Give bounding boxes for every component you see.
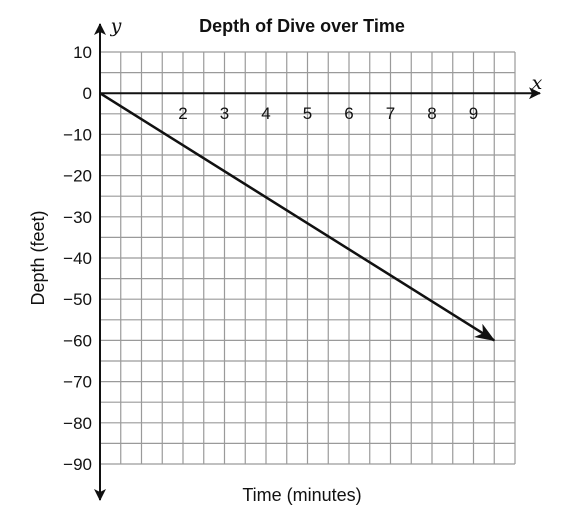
y-tick-label: −10 <box>63 125 92 144</box>
x-tick-label: 5 <box>303 104 312 123</box>
y-tick-label: −20 <box>63 167 92 186</box>
x-axis-letter: x <box>532 72 543 94</box>
y-tick-label: −50 <box>63 290 92 309</box>
x-tick-label: 9 <box>469 104 478 123</box>
y-tick-label: 0 <box>83 84 92 103</box>
chart-title: Depth of Dive over Time <box>199 16 405 36</box>
x-tick-label: 3 <box>220 104 229 123</box>
y-tick-label: 10 <box>73 43 92 62</box>
y-tick-label: −60 <box>63 331 92 350</box>
y-tick-label: −30 <box>63 208 92 227</box>
y-tick-label: −80 <box>63 414 92 433</box>
series <box>99 92 496 342</box>
axes <box>94 23 541 501</box>
x-tick-label: 7 <box>386 104 395 123</box>
x-axis-label: Time (minutes) <box>242 485 361 505</box>
y-tick-label: −70 <box>63 373 92 392</box>
tick-labels: 2 3 4 5 6 7 8 9 10 0 −10 −20 −30 −40 −50 −60 −70 −80 −90 <box>63 43 478 474</box>
x-tick-label: 2 <box>178 104 187 123</box>
x-tick-label: 8 <box>427 104 436 123</box>
y-axis-letter: y <box>110 15 122 37</box>
y-tick-label: −90 <box>63 455 92 474</box>
y-tick-label: −40 <box>63 249 92 268</box>
x-tick-label: 6 <box>344 104 353 123</box>
y-axis-label: Depth (feet) <box>28 210 48 305</box>
x-tick-label: 4 <box>261 104 270 123</box>
grid <box>99 51 516 465</box>
depth-line <box>99 92 496 342</box>
